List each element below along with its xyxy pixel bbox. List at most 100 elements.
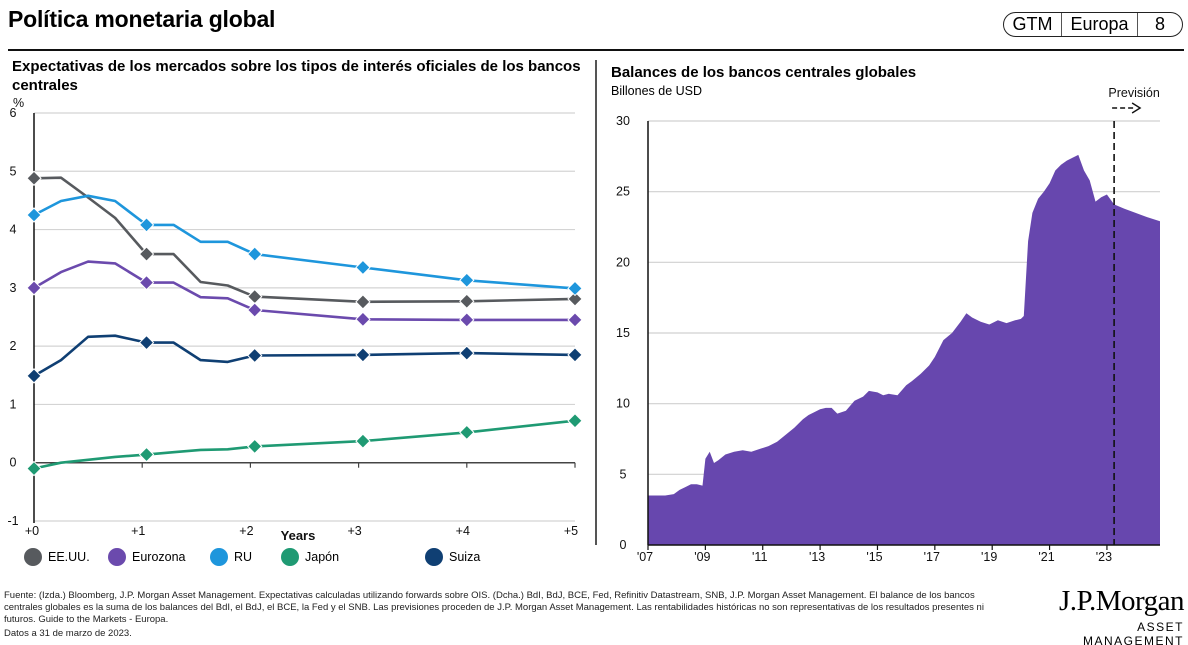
x-tick-label: '07	[637, 550, 653, 564]
badge-gtm: GTM	[1004, 13, 1062, 36]
data-point-marker	[459, 424, 475, 441]
legend-swatch	[425, 548, 443, 566]
left-chart-title: Expectativas de los mercados sobre los t…	[12, 58, 581, 94]
data-point-marker	[26, 170, 42, 186]
x-tick-label: +1	[131, 524, 145, 538]
data-point-marker	[355, 433, 371, 449]
footnote: Fuente: (Izda.) Bloomberg, J.P. Morgan A…	[4, 590, 1004, 640]
y-tick-label: 1	[10, 397, 17, 411]
series-ru	[26, 194, 583, 297]
series-line	[33, 176, 576, 304]
legend-label: Suiza	[449, 550, 481, 564]
x-tick-label: +0	[25, 524, 39, 538]
y-tick-label: 0	[10, 456, 17, 470]
data-point-marker	[138, 334, 155, 351]
x-tick-label: '11	[752, 550, 767, 564]
data-point-marker	[567, 413, 583, 429]
legend-item-suiza: Suiza	[425, 548, 480, 566]
x-tick-label: '23	[1096, 550, 1112, 564]
data-point-marker	[247, 302, 263, 318]
legend-label: RU	[234, 550, 253, 564]
data-point-marker	[459, 272, 475, 288]
forecast-arrow-icon	[1112, 102, 1142, 114]
y-tick-label: 20	[616, 255, 630, 269]
legend-label: EE.UU.	[48, 550, 90, 564]
x-tick-label: '21	[1038, 550, 1054, 564]
y-axis-unit: %	[13, 96, 24, 110]
x-tick-label: +2	[239, 524, 253, 538]
legend-swatch	[210, 548, 228, 566]
data-point-marker	[567, 291, 583, 307]
y-tick-label: 6	[10, 106, 17, 120]
badge-region: Europa	[1062, 13, 1138, 36]
legend-label: Japón	[305, 550, 340, 564]
series-line	[33, 260, 575, 322]
data-point-marker	[247, 288, 263, 305]
data-point-marker	[355, 259, 371, 276]
left-chart-legend: EE.UU. Eurozona RU Japón Suiza	[24, 548, 584, 570]
series-line	[33, 194, 576, 290]
x-tick-label: '13	[809, 550, 825, 564]
series-eurozona	[26, 260, 583, 328]
y-tick-label: 3	[10, 281, 17, 295]
balance-area	[648, 154, 1160, 545]
data-point-marker	[138, 446, 155, 463]
series-eeuu	[26, 170, 583, 310]
y-tick-label: 10	[616, 397, 630, 411]
jpmorgan-logo: J.P.Morgan ASSET MANAGEMENT	[1042, 585, 1185, 645]
rates-expectations-chart: -1 0 1 2 3 4 5 6% +0 +1 +2 +3 +4 +5 Years	[7, 96, 583, 543]
source-note: Fuente: (Izda.) Bloomberg, J.P. Morgan A…	[4, 590, 984, 625]
y-tick-label: 2	[10, 339, 17, 353]
arrow-head	[1131, 102, 1142, 114]
x-tick-label: '09	[694, 550, 710, 564]
data-point-marker	[247, 246, 263, 262]
x-tick-label: +3	[347, 524, 361, 538]
y-tick-label: 30	[616, 114, 630, 128]
legend-item-eurozona: Eurozona	[108, 548, 186, 566]
data-point-marker	[567, 312, 583, 328]
gtm-badge: GTM Europa 8	[1003, 12, 1183, 37]
x-axis-title: Years	[281, 528, 316, 543]
right-chart-title: Balances de los bancos centrales globale…	[611, 64, 917, 81]
data-point-marker	[355, 347, 371, 363]
y-tick-label: 5	[10, 164, 17, 178]
series-line	[33, 419, 576, 470]
data-point-marker	[138, 246, 155, 262]
y-tick-label: 15	[616, 326, 630, 340]
data-point-marker	[26, 280, 42, 296]
badge-page-number: 8	[1154, 14, 1165, 34]
data-point-marker	[247, 347, 263, 364]
legend-swatch	[108, 548, 126, 566]
right-chart-subtitle: Billones de USD	[611, 84, 703, 98]
data-point-marker	[459, 293, 475, 309]
y-tick-label: 25	[616, 185, 630, 199]
data-date: Datos a 31 de marzo de 2023.	[4, 628, 132, 639]
x-tick-label: +5	[564, 524, 578, 538]
data-point-marker	[26, 207, 42, 223]
legend-swatch	[24, 548, 42, 566]
data-point-marker	[355, 311, 371, 328]
logo-wordmark: J.P.Morgan	[1059, 585, 1185, 617]
y-tick-label: 4	[10, 223, 17, 237]
data-point-marker	[247, 438, 263, 455]
logo-subtitle: ASSET MANAGEMENT	[1082, 620, 1184, 645]
y-tick-label: 5	[620, 467, 627, 481]
x-tick-label: '15	[866, 550, 882, 564]
data-point-marker	[459, 312, 475, 328]
legend-item-eeuu: EE.UU.	[24, 548, 90, 566]
legend-item-ru: RU	[210, 548, 252, 566]
x-tick-label: '19	[981, 550, 997, 564]
data-point-marker	[355, 294, 371, 310]
page-title: Política monetaria global	[8, 6, 276, 32]
series-suiza	[26, 334, 583, 384]
data-point-marker	[567, 280, 583, 297]
data-point-marker	[138, 274, 155, 291]
data-point-marker	[567, 347, 583, 363]
data-point-marker	[138, 217, 155, 233]
series-line	[33, 334, 576, 378]
forecast-label: Previsión	[1108, 86, 1159, 100]
legend-item-japon: Japón	[281, 548, 339, 566]
legend-swatch	[281, 548, 299, 566]
header-divider	[8, 49, 1184, 51]
